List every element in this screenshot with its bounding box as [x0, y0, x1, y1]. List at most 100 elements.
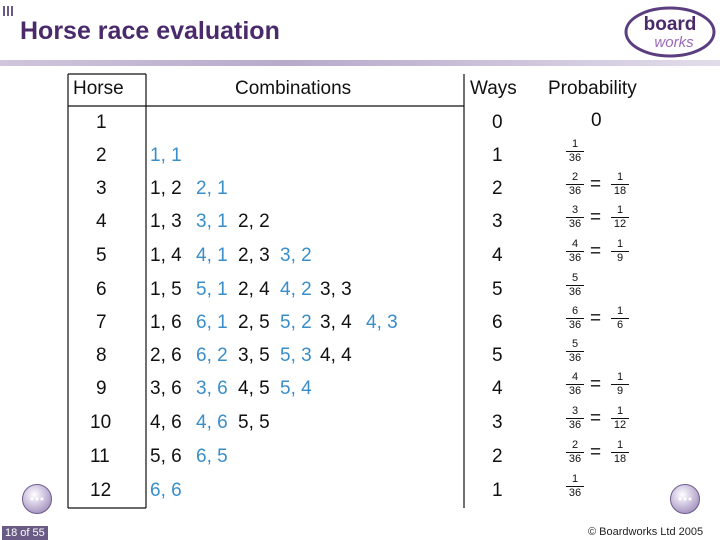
page-title: Horse race evaluation [20, 17, 280, 45]
row-probability-fraction: 1 36 [566, 139, 584, 164]
row-combination: 1, 3 [150, 211, 182, 232]
row-ways: 2 [492, 446, 503, 467]
fraction-numerator: 5 [571, 272, 579, 284]
row-horse-number: 8 [96, 345, 107, 366]
fraction-numerator: 1 [571, 473, 579, 485]
fraction-numerator: 2 [571, 171, 579, 183]
row-combination: 4, 6 [196, 412, 228, 433]
row-ways: 1 [492, 145, 503, 166]
ellipsis-icon [30, 497, 44, 501]
fraction-numerator: 4 [571, 371, 579, 383]
row-combination: 6, 5 [196, 446, 228, 467]
row-horse-number: 3 [96, 178, 107, 199]
fraction-denominator: 9 [616, 385, 624, 397]
row-ways: 4 [492, 245, 503, 266]
fraction-numerator: 1 [616, 204, 624, 216]
logo-line2: works [654, 34, 694, 51]
header-probability: Probability [548, 78, 637, 99]
row-horse-number: 5 [96, 245, 107, 266]
fraction-bar [566, 384, 584, 385]
row-combination: 5, 3 [280, 345, 312, 366]
row-horse-number: 7 [96, 312, 107, 333]
fraction-denominator: 6 [616, 319, 624, 331]
fraction-numerator: 1 [616, 371, 624, 383]
row-ways: 0 [492, 112, 503, 133]
row-horse-number: 4 [96, 211, 107, 232]
fraction-bar [566, 184, 584, 185]
fraction-bar [566, 151, 584, 152]
fraction-denominator: 36 [568, 352, 582, 364]
fraction-numerator: 5 [571, 338, 579, 350]
row-combination: 5, 2 [280, 312, 312, 333]
fraction-numerator: 2 [571, 439, 579, 451]
row-probability-fraction: 4 36 [566, 239, 584, 264]
row-combination: 4, 6 [150, 412, 182, 433]
fraction-denominator: 12 [613, 218, 627, 230]
fraction-numerator: 1 [616, 238, 624, 250]
fraction-numerator: 1 [616, 439, 624, 451]
equals-sign: = [590, 374, 602, 395]
prev-slide-button[interactable] [22, 484, 52, 514]
row-combination: 6, 2 [196, 345, 228, 366]
row-probability-simplified: 1 12 [611, 406, 629, 431]
row-combination: 2, 5 [238, 312, 270, 333]
fraction-numerator: 3 [571, 204, 579, 216]
title-underline [0, 60, 720, 66]
fraction-denominator: 36 [568, 152, 582, 164]
row-probability-fraction: 2 36 [566, 440, 584, 465]
row-combination: 5, 4 [280, 378, 312, 399]
fraction-numerator: 1 [571, 138, 579, 150]
row-combination: 4, 2 [280, 279, 312, 300]
row-combination: 4, 1 [196, 245, 228, 266]
row-combination: 3, 6 [196, 378, 228, 399]
fraction-bar [566, 351, 584, 352]
row-combination: 5, 5 [238, 412, 270, 433]
equals-sign: = [590, 408, 602, 429]
fraction-denominator: 36 [568, 487, 582, 499]
fraction-bar [611, 251, 629, 252]
row-combination: 2, 1 [196, 178, 228, 199]
row-ways: 1 [492, 480, 503, 501]
row-ways: 5 [492, 279, 503, 300]
fraction-bar [566, 486, 584, 487]
fraction-numerator: 1 [616, 171, 624, 183]
fraction-denominator: 18 [613, 453, 627, 465]
next-slide-button[interactable] [670, 484, 700, 514]
row-horse-number: 9 [96, 378, 107, 399]
header-combinations: Combinations [235, 78, 352, 99]
row-combination: 5, 6 [150, 446, 182, 467]
fraction-denominator: 36 [568, 385, 582, 397]
ellipsis-icon [678, 497, 692, 501]
row-horse-number: 10 [90, 412, 112, 433]
row-probability-fraction: 1 36 [566, 474, 584, 499]
row-horse-number: 1 [96, 112, 107, 133]
fraction-numerator: 6 [571, 305, 579, 317]
row-combination: 1, 1 [150, 145, 182, 166]
fraction-denominator: 36 [568, 252, 582, 264]
fraction-denominator: 36 [568, 319, 582, 331]
equals-sign: = [590, 241, 602, 262]
row-combination: 1, 2 [150, 178, 182, 199]
fraction-denominator: 12 [613, 419, 627, 431]
row-ways: 6 [492, 312, 503, 333]
row-combination: 4, 3 [366, 312, 398, 333]
fraction-bar [566, 452, 584, 453]
row-ways: 3 [492, 412, 503, 433]
row-horse-number: 2 [96, 145, 107, 166]
fraction-denominator: 36 [568, 419, 582, 431]
row-ways: 2 [492, 178, 503, 199]
row-combination: 3, 1 [196, 211, 228, 232]
fraction-denominator: 36 [568, 453, 582, 465]
row-combination: 3, 4 [320, 312, 352, 333]
row-probability-fraction: 6 36 [566, 306, 584, 331]
row-probability-simplified: 1 12 [611, 205, 629, 230]
equals-sign: = [590, 308, 602, 329]
row-probability-fraction: 2 36 [566, 172, 584, 197]
row-combination: 4, 4 [320, 345, 352, 366]
fraction-bar [611, 318, 629, 319]
logo-line1: board [644, 14, 697, 35]
row-horse-number: 12 [90, 480, 112, 501]
